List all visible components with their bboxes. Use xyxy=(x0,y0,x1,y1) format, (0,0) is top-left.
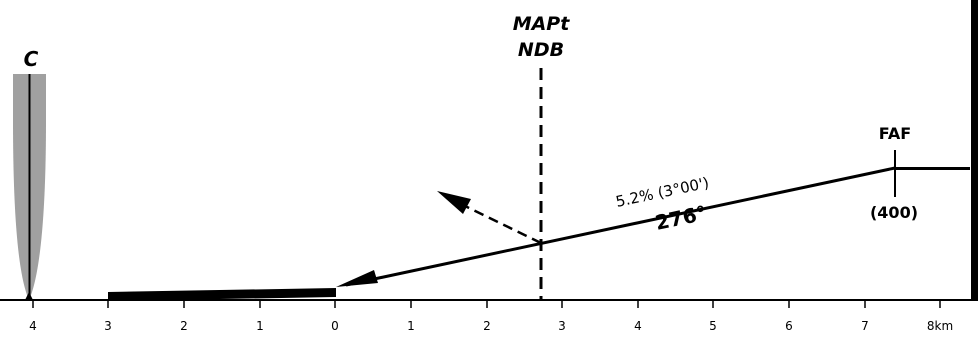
scale-tick-label: 2 xyxy=(483,319,491,333)
runway-label: C xyxy=(24,47,39,71)
course-label: 276° xyxy=(653,201,709,235)
scale-tick-label: 4 xyxy=(634,319,642,333)
scale-tick-label: 3 xyxy=(558,319,566,333)
approach-arrowhead xyxy=(336,270,378,287)
scale-tick-label: 3 xyxy=(104,319,112,333)
faf-label: FAF xyxy=(879,124,911,143)
mapt-ndb-label: NDB xyxy=(518,39,564,61)
right-border xyxy=(971,0,978,300)
scale-tick-label: 1 xyxy=(407,319,415,333)
scale-tick-label: 5 xyxy=(709,319,717,333)
scale-tick-label: 0 xyxy=(331,319,339,333)
faf-altitude: (400) xyxy=(870,203,918,222)
scale-tick-label: 8km xyxy=(927,319,953,333)
missed-approach-dashed-line xyxy=(464,204,542,245)
scale-tick-label: 1 xyxy=(256,319,264,333)
scale-tick-label: 4 xyxy=(29,319,37,333)
scale-tick-label: 6 xyxy=(785,319,793,333)
scale-tick-label: 2 xyxy=(180,319,188,333)
scale-tick-label: 7 xyxy=(861,319,869,333)
missed-approach-arrowhead xyxy=(437,191,471,214)
runway-bar xyxy=(108,288,336,301)
runway-threshold-marker xyxy=(25,292,33,300)
mapt-label: MAPt xyxy=(513,13,571,35)
approach-path-line xyxy=(345,166,896,287)
distance-scale: 4 3 2 1 0 1 2 3 4 5 6 7 8km xyxy=(29,300,953,333)
